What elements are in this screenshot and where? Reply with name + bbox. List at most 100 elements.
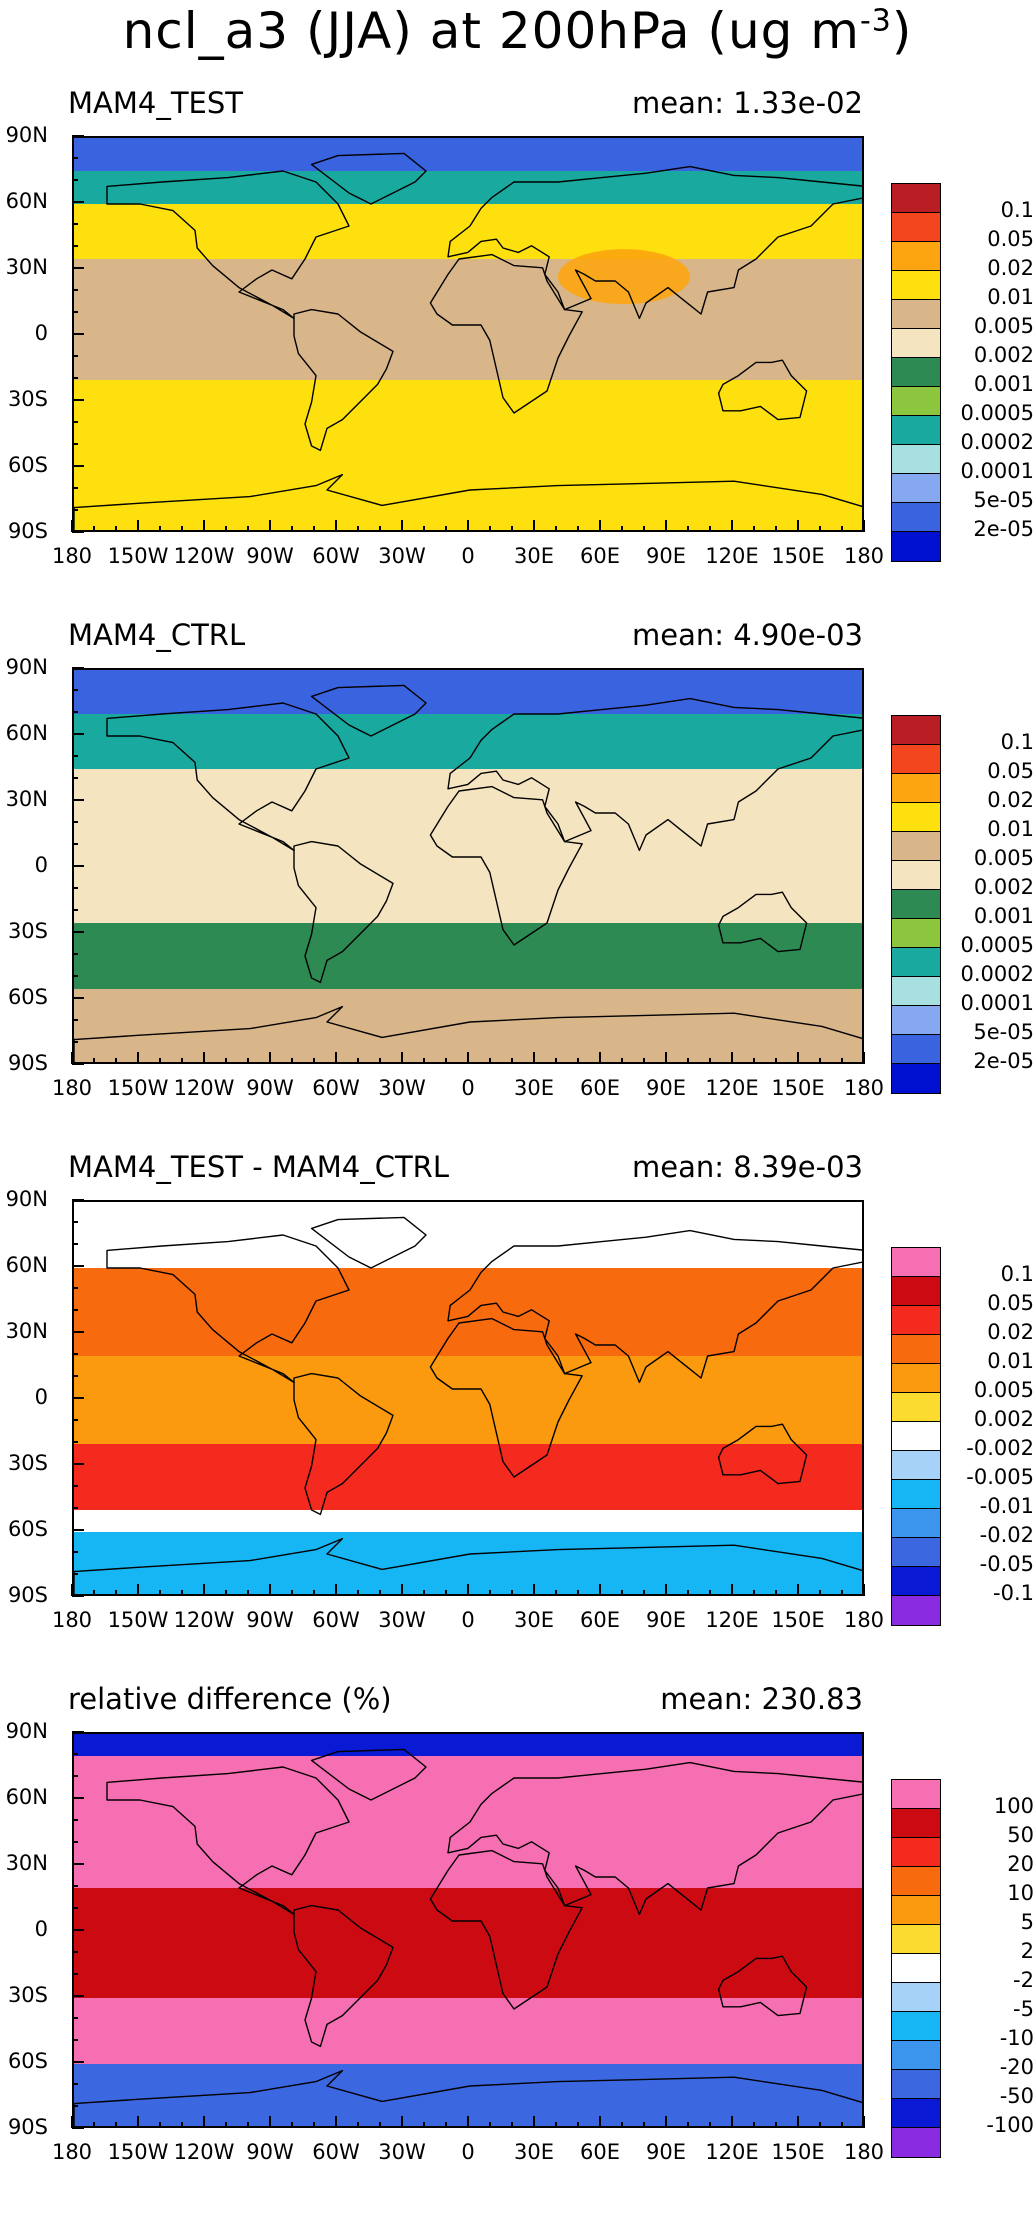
coastline xyxy=(717,359,808,421)
lon-label: 90W xyxy=(246,544,294,568)
colorbar-label: 5e-05 xyxy=(973,1020,1034,1044)
map-plot xyxy=(72,1732,864,2128)
colorbar-label: -10 xyxy=(999,2026,1034,2050)
coastline xyxy=(74,473,862,530)
colorbar-label: 0.02 xyxy=(987,788,1034,812)
coastline xyxy=(447,1761,862,1916)
colorbar-swatch xyxy=(892,300,940,329)
coastline xyxy=(106,1766,350,1916)
colorbar-swatch xyxy=(892,416,940,445)
lat-label: 30S xyxy=(7,1983,48,2007)
colorbar-swatch xyxy=(892,1306,940,1335)
colorbar xyxy=(891,1779,941,2158)
map-region-antarctic xyxy=(74,457,862,530)
lon-label: 180 xyxy=(843,2140,885,2164)
colorbar-label: 0.01 xyxy=(987,817,1034,841)
colorbar-swatch xyxy=(892,1480,940,1509)
colorbar-label: 0.1 xyxy=(1000,1262,1034,1286)
lon-label: 60E xyxy=(580,544,620,568)
lon-label: 90W xyxy=(246,2140,294,2164)
coastline xyxy=(310,684,427,737)
colorbar-swatch xyxy=(892,1006,940,1035)
lon-label: 180 xyxy=(51,1608,93,1632)
coastline xyxy=(106,170,350,320)
map-region-tropics xyxy=(74,259,862,380)
lat-label: 30N xyxy=(5,1319,48,1343)
colorbar-swatch xyxy=(892,532,940,561)
lat-label: 60S xyxy=(7,2049,48,2073)
coastline xyxy=(310,152,427,205)
colorbar-label: 0.02 xyxy=(987,1320,1034,1344)
panel-title: relative difference (%) xyxy=(68,1682,392,1716)
colorbar-label: 100 xyxy=(993,1794,1034,1818)
colorbar-swatch xyxy=(892,1954,940,1983)
lon-label: 120E xyxy=(705,2140,759,2164)
lon-label: 60E xyxy=(580,1076,620,1100)
colorbar-label: -0.01 xyxy=(979,1494,1034,1518)
colorbar-label: 0.05 xyxy=(987,1291,1034,1315)
map-plot xyxy=(72,668,864,1064)
map-region-south-asia-plume xyxy=(558,249,690,305)
colorbar-swatch xyxy=(892,890,940,919)
colorbar-label: 0.005 xyxy=(973,314,1034,338)
colorbar-swatch xyxy=(892,1422,940,1451)
colorbar-label: 0.0005 xyxy=(960,933,1034,957)
lon-label: 150E xyxy=(771,544,825,568)
lat-label: 90S xyxy=(7,2115,48,2139)
coastline xyxy=(717,1423,808,1485)
colorbar-swatch xyxy=(892,977,940,1006)
panel-mam4-ctrl: MAM4_CTRL mean: 4.90e-03 90N 60N 30N 0 30S 60S 9… xyxy=(0,618,1035,1150)
map-plot xyxy=(72,136,864,532)
colorbar-label: 0.05 xyxy=(987,759,1034,783)
lon-label: 0 xyxy=(461,1608,475,1632)
colorbar-label: 0.01 xyxy=(987,285,1034,309)
lon-label: 150W xyxy=(107,544,169,568)
panel-mam4-test: MAM4_TEST mean: 1.33e-02 90N 60N 30N 0 30S 60S 9… xyxy=(0,86,1035,618)
colorbar-label: 0.0005 xyxy=(960,401,1034,425)
colorbar-swatch xyxy=(892,716,940,745)
colorbar-label: -0.05 xyxy=(979,1552,1034,1576)
lat-label: 30N xyxy=(5,1851,48,1875)
lon-label: 120E xyxy=(705,1608,759,1632)
coastline xyxy=(293,1904,394,2048)
lon-label: 150W xyxy=(107,1076,169,1100)
coastline xyxy=(429,1849,583,2010)
coastline xyxy=(717,891,808,953)
lon-label: 0 xyxy=(461,2140,475,2164)
lon-label: 150E xyxy=(771,1076,825,1100)
colorbar-swatch xyxy=(892,774,940,803)
colorbar-swatch xyxy=(892,474,940,503)
colorbar-swatch xyxy=(892,1925,940,1954)
colorbar-label: 5 xyxy=(1020,1910,1034,1934)
colorbar xyxy=(891,1247,941,1626)
colorbar-label: 0.0001 xyxy=(960,459,1034,483)
colorbar-label: -5 xyxy=(1013,1997,1034,2021)
map-region-tropical-pacific xyxy=(74,1888,862,1998)
colorbar-swatch xyxy=(892,1838,940,1867)
coastline xyxy=(106,702,350,852)
lon-label: 150W xyxy=(107,2140,169,2164)
colorbar-label: 0.02 xyxy=(987,256,1034,280)
colorbar-swatch xyxy=(892,2070,940,2099)
panel-mean: mean: 4.90e-03 xyxy=(631,618,863,652)
lon-label: 90W xyxy=(246,1076,294,1100)
colorbar-label: 0.1 xyxy=(1000,198,1034,222)
lon-label: 90E xyxy=(646,544,686,568)
colorbar-swatch xyxy=(892,1596,940,1625)
colorbar-label: 2e-05 xyxy=(973,1049,1034,1073)
coastline xyxy=(106,1234,350,1384)
colorbar-label: 2 xyxy=(1020,1939,1034,1963)
colorbar-swatch xyxy=(892,1364,940,1393)
lon-label: 60W xyxy=(312,1076,360,1100)
lon-label: 180 xyxy=(843,1076,885,1100)
colorbar-label: -100 xyxy=(986,2113,1034,2137)
panel-mean: mean: 8.39e-03 xyxy=(631,1150,863,1184)
colorbar-label: 10 xyxy=(1007,1881,1034,1905)
colorbar-swatch xyxy=(892,1809,940,1838)
colorbar-label: -2 xyxy=(1013,1968,1034,1992)
figure-title-exponent: -3 xyxy=(859,3,892,39)
panel-mean: mean: 230.83 xyxy=(660,1682,863,1716)
colorbar-label: 0.01 xyxy=(987,1349,1034,1373)
map-svg xyxy=(74,1202,862,1594)
map-region-tropics xyxy=(74,1356,862,1444)
